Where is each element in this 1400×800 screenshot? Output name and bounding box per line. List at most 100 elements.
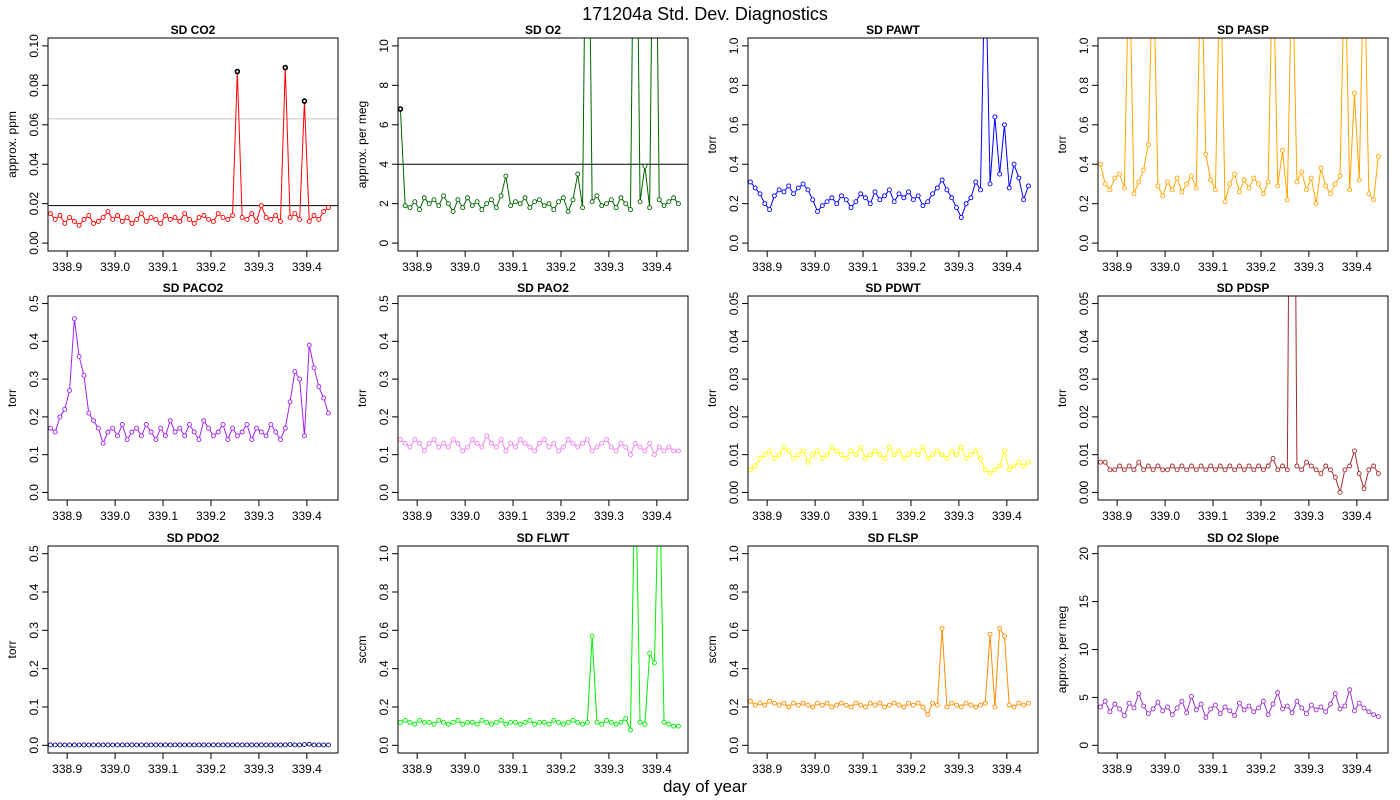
y-axis-label: torr [705,135,719,153]
data-point [508,440,514,446]
y-tick-label: 0.03 [1077,367,1091,391]
y-tick-label: 0.2 [27,408,41,425]
x-tick-label: 339.1 [148,509,178,523]
x-tick-label: 338.9 [402,762,432,776]
data-point [465,195,470,201]
data-point [791,191,796,197]
y-tick-label: 0.00 [1077,480,1091,504]
data-point [292,211,298,216]
data-point [287,215,293,220]
x-axis-label: day of year [663,777,747,796]
plot-area [748,625,1031,718]
data-point [484,201,490,207]
data-point [139,211,144,216]
data-point [973,704,979,710]
data-point [398,719,403,725]
data-point [1208,463,1214,469]
data-point [1169,463,1175,469]
data-point [1121,185,1127,191]
x-tick-label: 339.1 [498,509,528,523]
data-point [105,429,111,435]
y-tick-label: 0.2 [727,195,741,212]
data-point [810,197,816,203]
panel: SD FLWT 338.9 339.0 339.1 339.2 339.3 339.4 0.0… [355,456,689,776]
data-point [479,444,485,450]
data-point [258,742,264,748]
data-point [1328,467,1333,473]
data-point [1294,463,1300,469]
plot-frame [747,295,1039,501]
data-point [1179,463,1185,469]
data-point [1232,713,1238,719]
y-tick-label: 0.04 [727,329,741,353]
data-point [282,742,288,748]
data-point [249,211,255,216]
data-point [148,215,154,220]
data-point [891,700,897,706]
data-point [877,452,883,458]
data-point [431,437,437,443]
data-point [795,185,801,191]
data-point [1121,713,1127,719]
data-point [1375,471,1381,477]
data-point [910,197,916,203]
data-point [1011,161,1017,167]
data-point [206,425,212,431]
data-point [1136,691,1142,697]
data-point [1342,467,1348,473]
data-point [1006,467,1012,473]
data-point [560,195,566,201]
panel-title: SD FLWT [517,531,570,545]
data-point [455,197,461,203]
data-point [834,448,840,454]
y-tick-label: 0.0 [27,737,41,754]
y-tick-label: 20 [1077,547,1091,561]
data-point [201,418,207,424]
y-tick-label: 0.8 [1077,77,1091,94]
data-point [752,702,758,708]
figure-title: 171204a Std. Dev. Diagnostics [582,4,828,24]
x-tick-label: 339.4 [642,762,672,776]
data-point [642,163,648,169]
data-point [623,201,629,207]
data-point [105,742,111,748]
data-point [1280,463,1285,469]
data-point [225,742,231,748]
data-point [882,455,888,461]
data-point [182,742,188,748]
y-tick-label: 0.00 [27,231,41,255]
data-point [206,216,212,222]
data-point [992,704,998,710]
data-point [848,448,854,454]
data-point [1232,171,1238,177]
data-point [431,721,437,727]
data-point [1351,708,1357,714]
data-point [810,452,816,458]
y-axis-label: approx. per meg [355,101,369,188]
data-point [675,448,681,454]
data-point [445,201,451,207]
data-point [469,719,475,725]
data-point [1270,455,1276,461]
data-point [67,742,73,748]
data-point [633,456,637,460]
y-axis-label: torr [705,389,719,407]
data-point [450,719,456,725]
y-tick-label: 0.02 [27,192,41,216]
x-tick-label: 339.1 [848,762,878,776]
data-point [1265,179,1271,185]
data-point [767,698,773,704]
y-tick-label: 0.4 [1077,156,1091,173]
data-point [244,421,250,427]
data-point [1356,177,1362,183]
data-point [920,444,926,450]
data-point [1001,633,1007,639]
data-point [1304,459,1309,465]
data-point [1328,191,1333,197]
data-point [498,437,504,443]
plot-frame [1097,37,1389,252]
data-point [86,742,92,748]
y-tick-label: 0.10 [27,34,41,58]
data-point [417,717,423,723]
data-point [608,197,614,203]
